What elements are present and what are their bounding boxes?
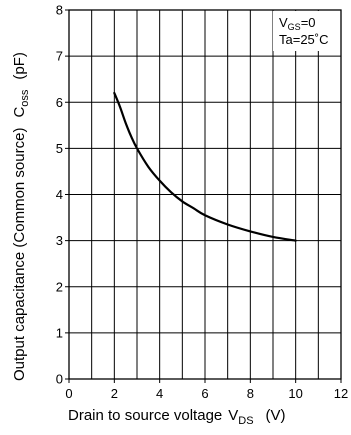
y-tick-label: 5: [56, 141, 63, 156]
y-tick-label: 8: [56, 3, 63, 18]
y-tick-labels: 0 1 2 3 4 5 6 7 8: [56, 3, 63, 387]
x-tick-label: 0: [65, 386, 72, 401]
x-tick-label: 10: [288, 386, 302, 401]
x-tick-labels: 0 2 4 6 8 10 12: [65, 386, 348, 401]
y-tick-label: 2: [56, 279, 63, 294]
y-tick-label: 3: [56, 233, 63, 248]
grid: [69, 10, 341, 379]
x-axis-label: Drain to source voltage VDS (V): [68, 407, 286, 427]
x-tick-label: 8: [247, 386, 254, 401]
y-tick-label: 1: [56, 325, 63, 340]
y-axis-label: Output capacitance (Common source)Coss(p…: [11, 52, 31, 381]
x-tick-label: 12: [334, 386, 348, 401]
conditions-bg: [273, 11, 340, 51]
axis-ticks: [65, 9, 342, 383]
y-tick-label: 4: [56, 187, 63, 202]
x-tick-label: 6: [201, 386, 208, 401]
condition-vgs: VGS=0: [279, 15, 316, 32]
x-tick-label: 2: [111, 386, 118, 401]
y-tick-label: 7: [56, 49, 63, 64]
y-tick-label: 6: [56, 95, 63, 110]
y-tick-label: 0: [56, 372, 63, 387]
conditions-box: VGS=0 Ta=25˚C: [273, 11, 340, 51]
series-line: [113, 91, 297, 242]
condition-ta: Ta=25˚C: [279, 32, 329, 47]
x-tick-label: 4: [156, 386, 163, 401]
